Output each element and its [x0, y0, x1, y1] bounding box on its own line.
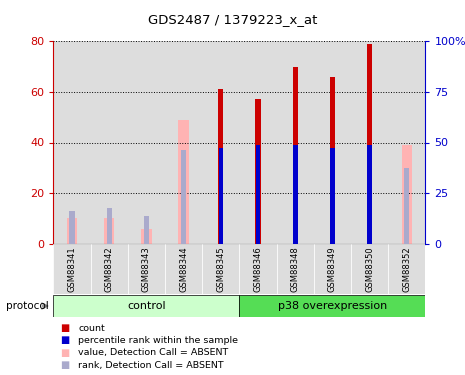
Bar — [330, 77, 335, 244]
Bar — [293, 145, 298, 244]
Text: GSM88349: GSM88349 — [328, 246, 337, 292]
Bar — [69, 211, 75, 244]
Bar — [67, 218, 77, 244]
Bar — [367, 145, 372, 244]
Bar — [292, 67, 298, 244]
Text: ■: ■ — [60, 348, 70, 358]
Bar — [53, 244, 91, 294]
Text: GSM88350: GSM88350 — [365, 246, 374, 292]
Bar — [314, 244, 351, 294]
Text: value, Detection Call = ABSENT: value, Detection Call = ABSENT — [78, 348, 228, 357]
Bar — [106, 209, 112, 244]
Bar — [128, 41, 165, 244]
Bar — [165, 244, 202, 294]
Text: control: control — [127, 301, 166, 311]
Bar — [388, 244, 425, 294]
Bar — [91, 244, 128, 294]
Text: GSM88341: GSM88341 — [67, 246, 77, 292]
Bar — [104, 218, 114, 244]
Text: GSM88343: GSM88343 — [142, 246, 151, 292]
Bar — [255, 99, 261, 244]
Bar — [277, 41, 314, 244]
Bar — [144, 216, 149, 244]
Text: GSM88348: GSM88348 — [291, 246, 300, 292]
Bar — [402, 145, 412, 244]
Text: protocol: protocol — [6, 301, 49, 311]
Text: ■: ■ — [60, 360, 70, 370]
Bar — [388, 41, 425, 244]
Bar — [179, 120, 189, 244]
Bar — [165, 41, 202, 244]
Bar — [239, 295, 425, 317]
Bar — [351, 244, 388, 294]
Text: GSM88345: GSM88345 — [216, 246, 226, 292]
Text: GSM88346: GSM88346 — [253, 246, 263, 292]
Text: ■: ■ — [60, 323, 70, 333]
Text: count: count — [78, 324, 105, 333]
Bar — [218, 89, 224, 244]
Bar — [277, 244, 314, 294]
Bar — [239, 41, 277, 244]
Bar — [202, 244, 239, 294]
Bar — [404, 168, 410, 244]
Bar — [141, 228, 152, 244]
Bar — [239, 244, 277, 294]
Text: GSM88352: GSM88352 — [402, 246, 412, 292]
Bar — [351, 41, 388, 244]
Bar — [367, 44, 372, 244]
Text: rank, Detection Call = ABSENT: rank, Detection Call = ABSENT — [78, 361, 224, 370]
Text: GSM88342: GSM88342 — [105, 246, 114, 292]
Text: p38 overexpression: p38 overexpression — [278, 301, 387, 311]
Bar — [219, 148, 223, 244]
Text: percentile rank within the sample: percentile rank within the sample — [78, 336, 238, 345]
Bar — [181, 150, 186, 244]
Bar — [53, 41, 91, 244]
Bar — [256, 145, 260, 244]
Text: GSM88344: GSM88344 — [179, 246, 188, 292]
Bar — [53, 295, 239, 317]
Bar — [202, 41, 239, 244]
Bar — [128, 244, 165, 294]
Bar — [330, 148, 335, 244]
Bar — [314, 41, 351, 244]
Text: GDS2487 / 1379223_x_at: GDS2487 / 1379223_x_at — [148, 13, 317, 26]
Bar — [91, 41, 128, 244]
Text: ■: ■ — [60, 336, 70, 345]
